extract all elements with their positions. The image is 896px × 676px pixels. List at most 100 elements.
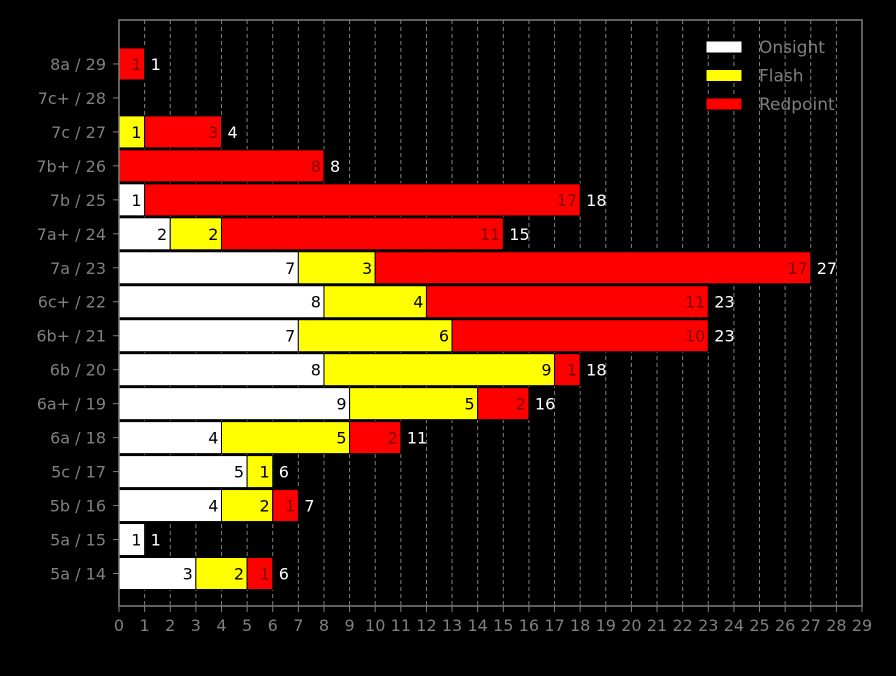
x-tick-label: 2 — [165, 616, 175, 635]
x-tick-label: 0 — [114, 616, 124, 635]
bar-segment-onsight — [118, 421, 222, 455]
total-value-label: 11 — [407, 429, 427, 448]
bar-segment-redpoint — [477, 387, 530, 421]
segment-value-label: 3 — [183, 565, 193, 584]
x-tick-label: 4 — [216, 616, 226, 635]
axes: 0 1 2 3 4 5 6 7 8 9 10 11 12 13 14 15 16 17 18 19 20 21 22 23 24… — [36, 19, 872, 635]
bar-segment-redpoint — [220, 217, 504, 251]
x-tick-label: 24 — [724, 616, 744, 635]
bar-segment-redpoint — [554, 353, 581, 387]
segment-value-label: 8 — [311, 157, 321, 176]
bar-segment-flash — [220, 421, 351, 455]
segment-value-label: 9 — [541, 361, 551, 380]
segment-value-label: 5 — [234, 463, 244, 482]
segment-value-label: 8 — [311, 361, 321, 380]
bar-segment-redpoint — [144, 183, 581, 217]
x-tick-label: 11 — [391, 616, 411, 635]
total-value-label: 1 — [151, 531, 161, 550]
total-value-label: 6 — [279, 565, 289, 584]
total-value-label: 1 — [151, 55, 161, 74]
legend-label-flash: Flash — [759, 67, 804, 87]
bar-segment-redpoint — [451, 319, 709, 353]
legend: Onsight Flash Redpoint — [705, 38, 835, 115]
x-tick-label: 22 — [672, 616, 692, 635]
x-tick-label: 16 — [519, 616, 539, 635]
x-tick-label: 28 — [826, 616, 846, 635]
legend-swatch-onsight — [705, 40, 743, 54]
x-tick-label: 19 — [596, 616, 616, 635]
bar-segment-flash — [297, 319, 453, 353]
y-tick-label: 7b / 25 — [50, 191, 106, 210]
x-tick-label: 1 — [140, 616, 150, 635]
bar-segment-flash — [169, 217, 222, 251]
x-tick-label: 15 — [493, 616, 513, 635]
segment-value-label: 10 — [685, 327, 705, 346]
total-value-label: 7 — [304, 497, 314, 516]
segment-value-label: 1 — [285, 497, 295, 516]
x-tick-label: 13 — [442, 616, 462, 635]
y-tick-label: 7c / 27 — [51, 123, 106, 142]
x-tick-label: 27 — [801, 616, 821, 635]
bar-segment-onsight — [118, 183, 146, 217]
bar-segment-onsight — [118, 523, 146, 557]
segment-value-label: 2 — [388, 429, 398, 448]
bar-segment-flash — [349, 387, 479, 421]
segment-value-label: 1 — [131, 123, 141, 142]
bar-segment-onsight — [118, 251, 299, 285]
bar-segment-redpoint — [272, 489, 299, 523]
bar-segment-redpoint — [425, 285, 709, 319]
segment-value-label: 17 — [787, 259, 807, 278]
segment-value-label: 11 — [685, 293, 705, 312]
bar-segment-onsight — [118, 319, 299, 353]
y-tick-label: 6b+ / 21 — [36, 327, 106, 346]
legend-label-onsight: Onsight — [759, 38, 825, 58]
y-tick-label: 7b+ / 26 — [36, 157, 106, 176]
total-value-label: 23 — [714, 327, 734, 346]
x-tick-label: 18 — [570, 616, 590, 635]
x-tick-label: 8 — [319, 616, 329, 635]
x-tick-label: 12 — [416, 616, 436, 635]
x-tick-label: 3 — [191, 616, 201, 635]
segment-value-label: 6 — [439, 327, 449, 346]
total-value-label: 27 — [817, 259, 837, 278]
segment-value-label: 4 — [208, 497, 218, 516]
x-tick-label: 26 — [775, 616, 795, 635]
total-value-label: 6 — [279, 463, 289, 482]
x-tick-label: 14 — [468, 616, 488, 635]
x-tick-label: 7 — [293, 616, 303, 635]
plot-frame — [118, 19, 863, 607]
total-value-label: 4 — [227, 123, 237, 142]
bar-segment-redpoint — [246, 557, 274, 590]
segment-value-label: 3 — [208, 123, 218, 142]
bar-segment-onsight — [118, 489, 222, 523]
x-tick-label: 21 — [647, 616, 667, 635]
bar-segment-onsight — [118, 557, 197, 590]
total-value-label: 18 — [586, 361, 606, 380]
segment-value-label: 1 — [131, 55, 141, 74]
segment-value-label: 2 — [260, 497, 270, 516]
x-tick-label: 20 — [621, 616, 641, 635]
segment-value-label: 4 — [413, 293, 423, 312]
y-tick-label: 5a / 15 — [50, 531, 106, 550]
segment-value-label: 1 — [260, 565, 270, 584]
segment-value-label: 1 — [260, 463, 270, 482]
segment-value-label: 2 — [208, 225, 218, 244]
x-tick-label: 9 — [344, 616, 354, 635]
segment-value-label: 1 — [131, 191, 141, 210]
bar-segment-flash — [220, 489, 274, 523]
bar-segment-flash — [246, 455, 274, 489]
x-tick-label: 29 — [852, 616, 872, 635]
segment-value-label: 7 — [285, 327, 295, 346]
segment-value-label: 2 — [234, 565, 244, 584]
segment-value-label: 4 — [208, 429, 218, 448]
y-tick-label: 7a / 23 — [50, 259, 106, 278]
y-tick-label: 7c+ / 28 — [38, 89, 106, 108]
segment-value-label: 8 — [311, 293, 321, 312]
segment-value-label: 7 — [285, 259, 295, 278]
segment-value-label: 3 — [362, 259, 372, 278]
bar-segment-flash — [323, 353, 556, 387]
x-tick-label: 10 — [365, 616, 385, 635]
bar-segment-onsight — [118, 387, 351, 421]
